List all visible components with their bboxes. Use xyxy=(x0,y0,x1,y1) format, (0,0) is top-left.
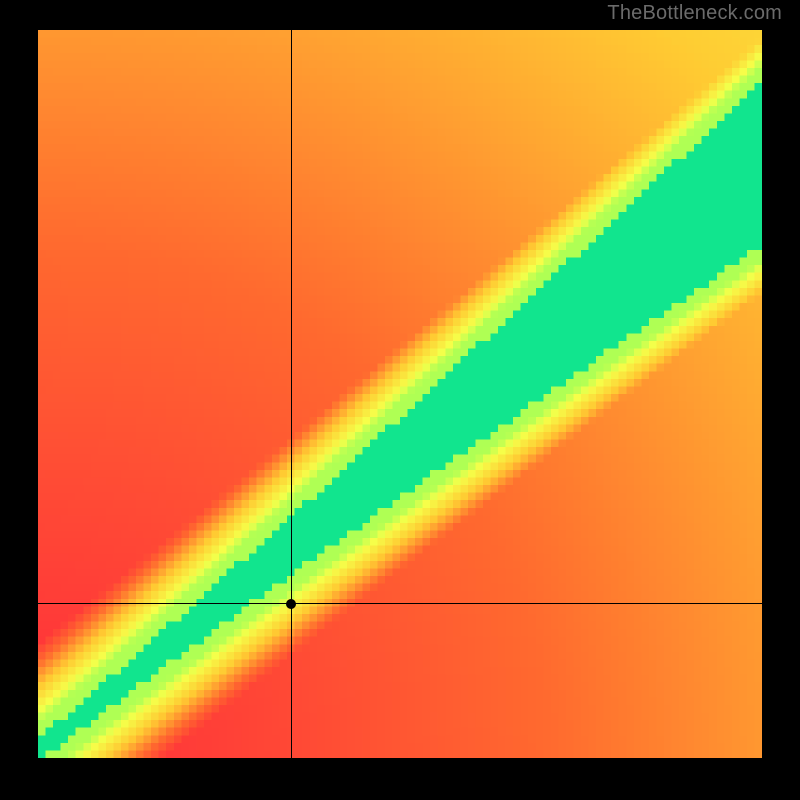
watermark-text: TheBottleneck.com xyxy=(607,2,782,25)
plot-area xyxy=(38,30,762,758)
heatmap-canvas xyxy=(38,30,762,758)
crosshair-horizontal xyxy=(38,603,762,604)
crosshair-vertical xyxy=(291,30,292,758)
chart-container: TheBottleneck.com xyxy=(0,0,800,800)
